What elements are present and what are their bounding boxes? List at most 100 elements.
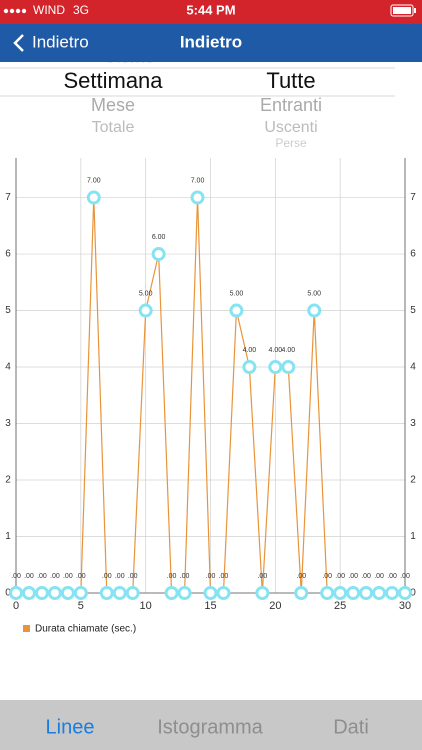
value-label: .00 (63, 573, 73, 580)
nav-bar (0, 24, 422, 62)
tab[interactable]: Istogramma (157, 716, 263, 738)
point (164, 586, 179, 600)
value-label: .00 (257, 573, 267, 580)
value-label: .00 (400, 573, 410, 580)
y2-tick-label: 0 (410, 588, 416, 599)
legend-swatch (23, 625, 30, 632)
value-label: 7.00 (87, 177, 101, 184)
y2-tick-label: 6 (410, 249, 416, 260)
x-tick-label: 30 (399, 600, 411, 612)
picker-mask (0, 148, 422, 156)
point (138, 303, 153, 318)
value-label: .00 (128, 573, 138, 580)
picker-item[interactable]: Entranti (260, 95, 322, 115)
point (34, 586, 49, 600)
y-tick-label: 7 (5, 192, 11, 203)
value-label: .00 (76, 573, 86, 580)
value-label: .00 (219, 573, 229, 580)
y2-tick-label: 4 (410, 362, 416, 373)
point (268, 360, 283, 375)
value-label: .00 (167, 573, 177, 580)
carrier: WIND (33, 3, 65, 17)
x-tick-label: 25 (334, 600, 346, 612)
value-label: .00 (322, 573, 332, 580)
point (242, 360, 257, 375)
picker: Giorno Settimana Mese Totale Tutte Entra… (0, 47, 422, 156)
value-label: .00 (115, 573, 125, 580)
value-label: .00 (374, 573, 384, 580)
value-label: 5.00 (307, 290, 321, 297)
point (86, 190, 101, 205)
y-tick-label: 0 (5, 588, 11, 599)
y2-tick-label: 1 (410, 531, 416, 542)
back-chevron[interactable] (13, 34, 24, 52)
point (281, 360, 296, 375)
point (112, 586, 127, 600)
back-button[interactable]: Indietro (32, 32, 89, 51)
picker-item[interactable]: Tutte (266, 68, 315, 93)
picker-item[interactable]: Mese (91, 95, 135, 115)
value-label: .00 (102, 573, 112, 580)
value-label: .00 (24, 573, 34, 580)
y-tick-label: 6 (5, 249, 11, 260)
tab[interactable]: Linee (46, 716, 95, 738)
picker-item[interactable]: Uscenti (264, 119, 317, 136)
point (359, 586, 374, 600)
point (151, 247, 166, 262)
value-label: .00 (335, 573, 345, 580)
chart: 0 01 12 23 34 45 56 67 70 5 10 15 20 25 30.00.00.00.00… (5, 158, 416, 635)
value-label: 5.00 (230, 290, 244, 297)
picker-item[interactable]: Totale (92, 119, 135, 136)
tab-bar (0, 700, 422, 750)
picker-item[interactable]: Settimana (63, 68, 163, 93)
point (385, 586, 400, 600)
network: 3G (73, 3, 89, 17)
value-label: .00 (206, 573, 216, 580)
point (125, 586, 140, 600)
value-label: 4.00 (269, 347, 283, 354)
signal (3, 8, 27, 14)
point (73, 586, 88, 600)
point (333, 586, 348, 600)
value-label: 4.00 (243, 347, 257, 354)
point (21, 586, 36, 600)
value-label: .00 (296, 573, 306, 580)
point (320, 586, 335, 600)
point (372, 586, 387, 600)
legend-label: Durata chiamate (sec.) (35, 624, 136, 635)
tab[interactable]: Dati (333, 716, 369, 738)
y-tick-label: 3 (5, 418, 11, 429)
y-tick-label: 4 (5, 362, 11, 373)
point (9, 586, 23, 600)
point (99, 586, 114, 600)
y2-tick-label: 5 (410, 305, 416, 316)
y2-tick-label: 2 (410, 475, 416, 486)
x-tick-label: 0 (13, 600, 19, 612)
nav-title: Indietro (180, 32, 242, 51)
point (255, 586, 270, 600)
point (190, 190, 205, 205)
x-tick-label: 5 (78, 600, 84, 612)
value-label: 5.00 (139, 290, 153, 297)
point (229, 303, 244, 318)
y2-tick-label: 7 (410, 192, 416, 203)
y-tick-label: 1 (5, 531, 11, 542)
x-tick-label: 10 (140, 600, 152, 612)
picker-item[interactable]: Perse (275, 136, 307, 150)
value-label: .00 (11, 573, 21, 580)
y-tick-label: 5 (5, 305, 11, 316)
status-bar (0, 0, 422, 24)
point (346, 586, 361, 600)
point (47, 586, 62, 600)
x-tick-label: 15 (204, 600, 216, 612)
value-label: .00 (37, 573, 47, 580)
point (294, 586, 309, 600)
value-label: .00 (50, 573, 60, 580)
value-label: .00 (387, 573, 397, 580)
y2-tick-label: 3 (410, 418, 416, 429)
time: 5:44 PM (186, 2, 235, 17)
point (60, 586, 75, 600)
battery (390, 4, 416, 17)
